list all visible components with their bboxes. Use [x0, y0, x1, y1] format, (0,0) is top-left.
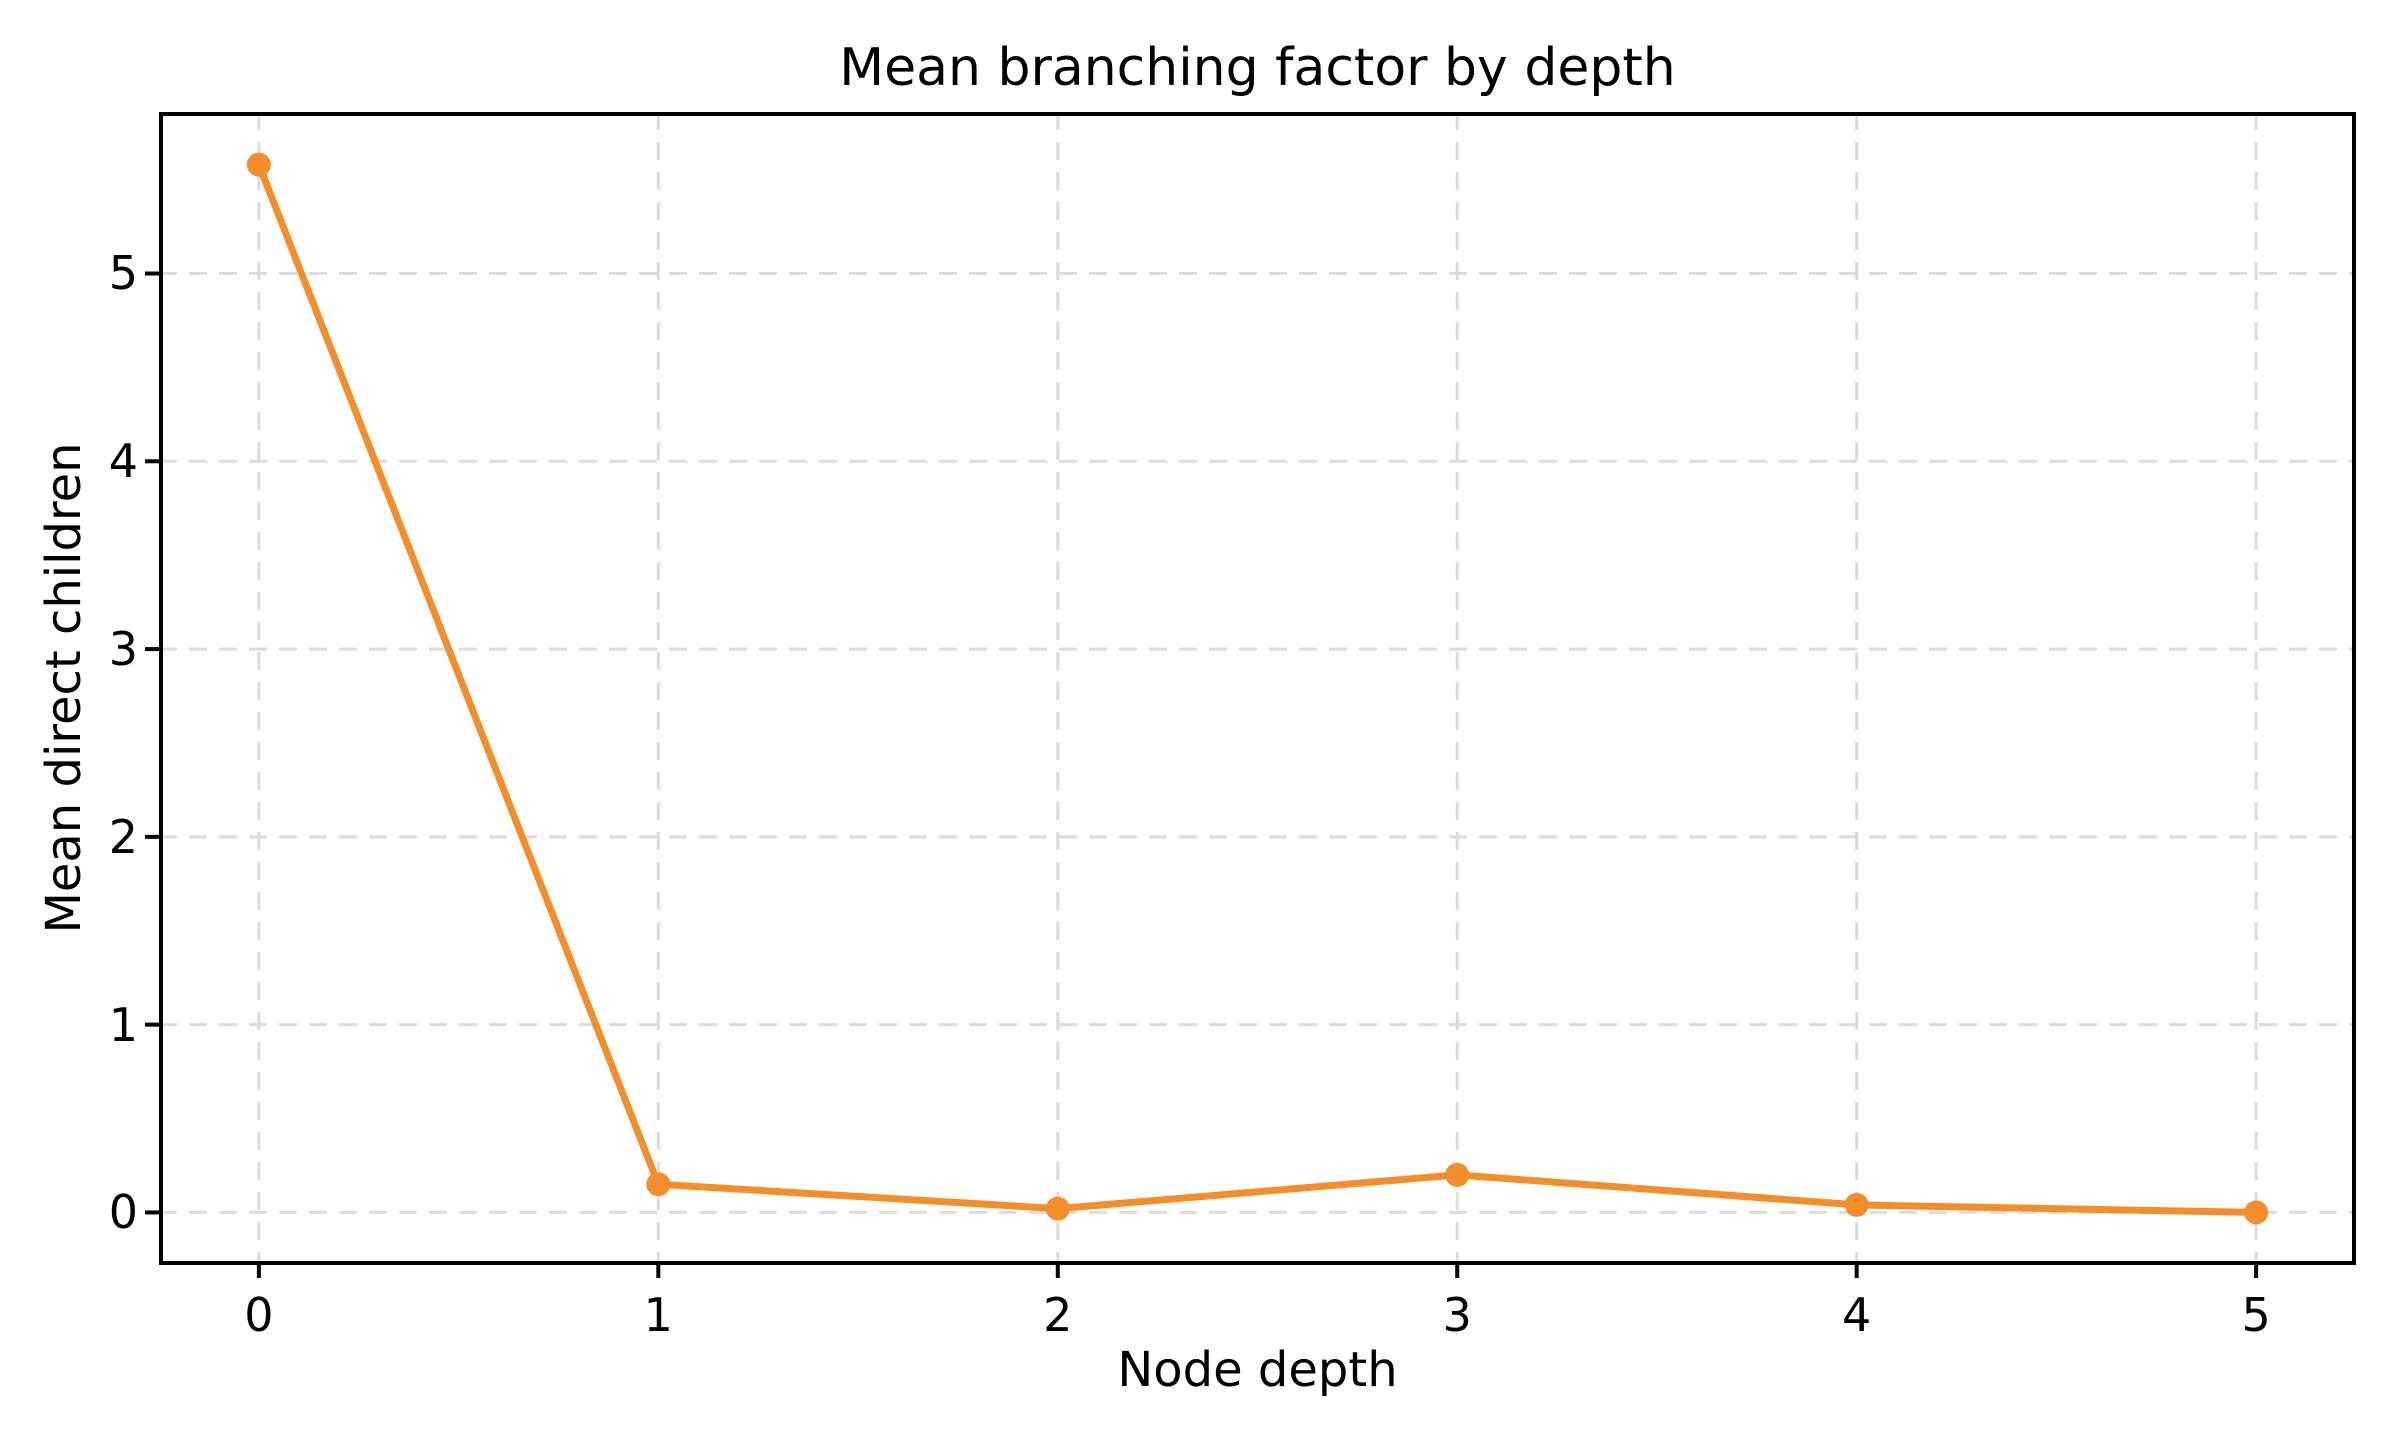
data-point: [646, 1172, 671, 1197]
y-tick-label: 4: [108, 434, 138, 489]
x-tick-label: 4: [1842, 1288, 1872, 1342]
x-tick-label: 1: [643, 1288, 673, 1342]
data-point: [1045, 1196, 1070, 1221]
y-tick-label: 0: [108, 1185, 138, 1240]
x-tick-label: 3: [1442, 1288, 1472, 1342]
data-point: [1844, 1192, 1869, 1217]
chart-title: Mean branching factor by depth: [839, 38, 1676, 98]
y-tick-label: 1: [108, 997, 138, 1052]
y-tick-label: 3: [108, 622, 138, 677]
data-line: [255, 161, 2260, 1216]
data-point: [1445, 1162, 1470, 1187]
x-tick-label: 2: [1043, 1288, 1073, 1342]
y-tick-label: 5: [108, 246, 138, 301]
plot-spines: [159, 112, 2356, 1265]
x-tick-label: 0: [244, 1288, 274, 1342]
x-tick-label: 5: [2241, 1288, 2271, 1342]
y-axis-label: Mean direct children: [36, 442, 92, 934]
x-axis-label: Node depth: [1117, 1342, 1398, 1398]
y-tick-label: 2: [108, 809, 138, 864]
data-point: [2244, 1200, 2269, 1225]
data-point: [246, 152, 271, 177]
